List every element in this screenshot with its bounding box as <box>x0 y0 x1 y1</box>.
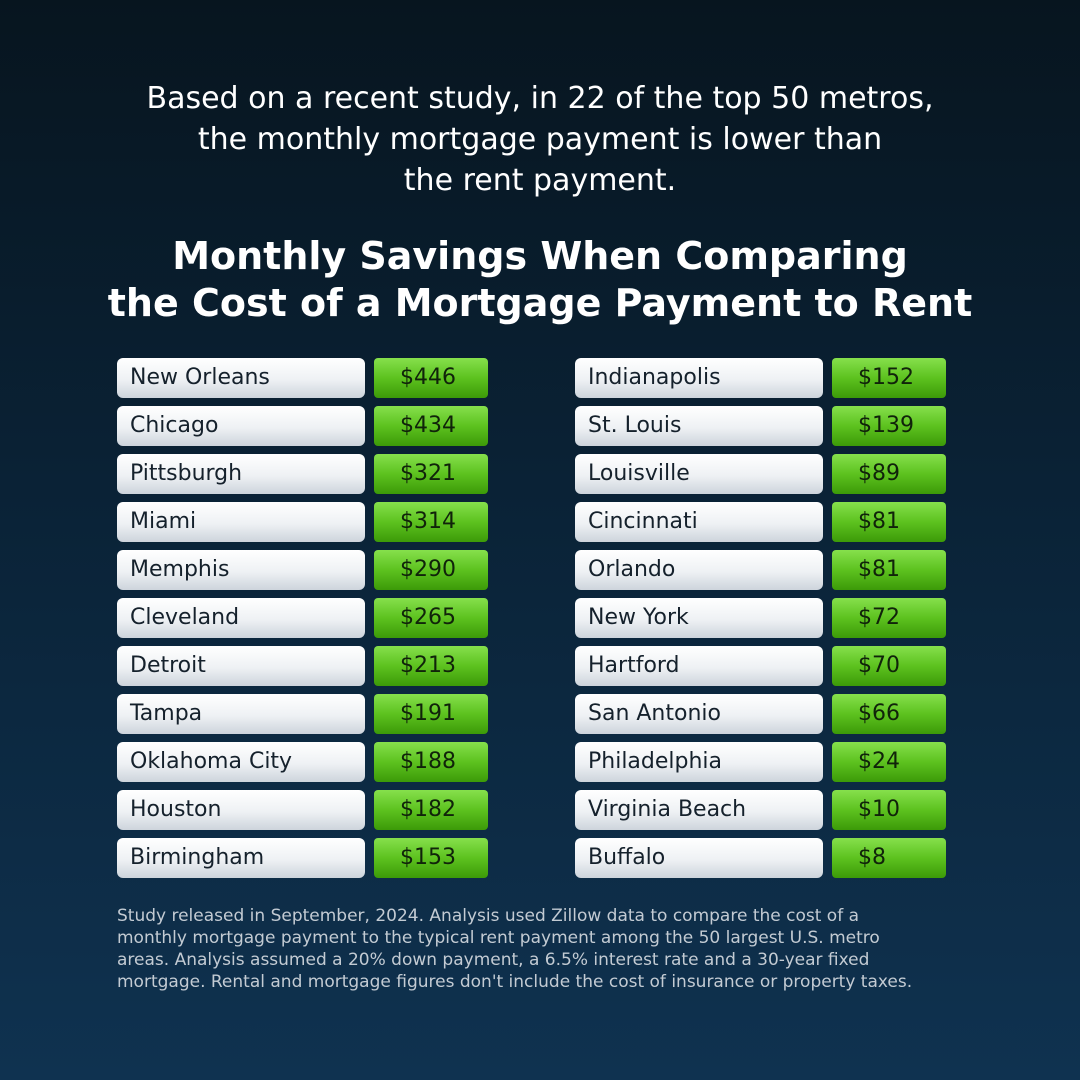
city-label: Louisville <box>575 454 823 494</box>
city-label: Orlando <box>575 550 823 590</box>
list-item: Cleveland $265 <box>117 598 497 640</box>
city-label: Birmingham <box>117 838 365 878</box>
list-item: Cincinnati $81 <box>575 502 955 544</box>
city-label: Oklahoma City <box>117 742 365 782</box>
footnote-line: Study released in September, 2024. Analy… <box>117 906 860 926</box>
city-label: Indianapolis <box>575 358 823 398</box>
list-item: New York $72 <box>575 598 955 640</box>
savings-amount: $182 <box>374 790 488 830</box>
list-item: New Orleans $446 <box>117 358 497 400</box>
savings-amount: $72 <box>832 598 946 638</box>
city-label: Hartford <box>575 646 823 686</box>
list-item: Chicago $434 <box>117 406 497 448</box>
savings-amount: $89 <box>832 454 946 494</box>
savings-amount: $265 <box>374 598 488 638</box>
list-item: Philadelphia $24 <box>575 742 955 784</box>
savings-amount: $213 <box>374 646 488 686</box>
list-item: Tampa $191 <box>117 694 497 736</box>
city-label: Cleveland <box>117 598 365 638</box>
intro-text: Based on a recent study, in 22 of the to… <box>0 78 1080 201</box>
city-label: Detroit <box>117 646 365 686</box>
savings-amount: $139 <box>832 406 946 446</box>
footnote: Study released in September, 2024. Analy… <box>117 905 1017 993</box>
savings-amount: $188 <box>374 742 488 782</box>
city-label: Miami <box>117 502 365 542</box>
left-savings-list: New Orleans $446 Chicago $434 Pittsburgh $3… <box>117 358 497 886</box>
title-line: the Cost of a Mortgage Payment to Rent <box>107 281 973 325</box>
footnote-line: areas. Analysis assumed a 20% down payme… <box>117 950 870 970</box>
list-item: Virginia Beach $10 <box>575 790 955 832</box>
savings-amount: $434 <box>374 406 488 446</box>
savings-amount: $191 <box>374 694 488 734</box>
list-item: Miami $314 <box>117 502 497 544</box>
city-label: Virginia Beach <box>575 790 823 830</box>
list-item: Pittsburgh $321 <box>117 454 497 496</box>
list-item: Orlando $81 <box>575 550 955 592</box>
list-item: Louisville $89 <box>575 454 955 496</box>
savings-amount: $153 <box>374 838 488 878</box>
savings-amount: $81 <box>832 502 946 542</box>
right-savings-list: Indianapolis $152 St. Louis $139 Louisvill… <box>575 358 955 886</box>
city-label: New York <box>575 598 823 638</box>
list-item: San Antonio $66 <box>575 694 955 736</box>
intro-line: Based on a recent study, in 22 of the to… <box>146 81 934 116</box>
city-label: St. Louis <box>575 406 823 446</box>
city-label: Memphis <box>117 550 365 590</box>
savings-amount: $321 <box>374 454 488 494</box>
footnote-line: mortgage. Rental and mortgage figures do… <box>117 972 913 992</box>
city-label: Buffalo <box>575 838 823 878</box>
savings-amount: $446 <box>374 358 488 398</box>
savings-amount: $314 <box>374 502 488 542</box>
list-item: Birmingham $153 <box>117 838 497 880</box>
savings-amount: $24 <box>832 742 946 782</box>
intro-line: the monthly mortgage payment is lower th… <box>197 122 883 157</box>
city-label: Tampa <box>117 694 365 734</box>
list-item: Detroit $213 <box>117 646 497 688</box>
savings-amount: $81 <box>832 550 946 590</box>
savings-amount: $290 <box>374 550 488 590</box>
list-item: St. Louis $139 <box>575 406 955 448</box>
city-label: New Orleans <box>117 358 365 398</box>
city-label: Cincinnati <box>575 502 823 542</box>
page-title: Monthly Savings When Comparing the Cost … <box>0 233 1080 327</box>
list-item: Memphis $290 <box>117 550 497 592</box>
list-item: Indianapolis $152 <box>575 358 955 400</box>
city-label: San Antonio <box>575 694 823 734</box>
list-item: Oklahoma City $188 <box>117 742 497 784</box>
savings-amount: $152 <box>832 358 946 398</box>
city-label: Pittsburgh <box>117 454 365 494</box>
list-item: Buffalo $8 <box>575 838 955 880</box>
savings-amount: $10 <box>832 790 946 830</box>
savings-amount: $66 <box>832 694 946 734</box>
city-label: Chicago <box>117 406 365 446</box>
list-item: Houston $182 <box>117 790 497 832</box>
city-label: Philadelphia <box>575 742 823 782</box>
savings-amount: $8 <box>832 838 946 878</box>
title-line: Monthly Savings When Comparing <box>172 234 908 278</box>
list-item: Hartford $70 <box>575 646 955 688</box>
savings-amount: $70 <box>832 646 946 686</box>
city-label: Houston <box>117 790 365 830</box>
footnote-line: monthly mortgage payment to the typical … <box>117 928 880 948</box>
intro-line: the rent payment. <box>403 163 677 198</box>
